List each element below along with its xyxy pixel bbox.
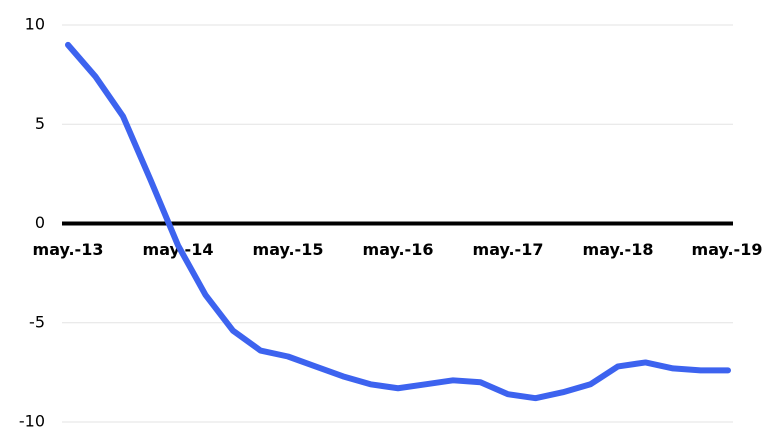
y-tick-label: 0: [35, 213, 45, 232]
x-tick-label: may.-18: [583, 240, 654, 259]
y-tick-label: -10: [19, 412, 45, 431]
x-tick-label: may.-13: [33, 240, 104, 259]
y-tick-label: 10: [25, 15, 45, 34]
x-tick-label: may.-16: [363, 240, 434, 259]
x-tick-label: may.-17: [473, 240, 544, 259]
y-tick-label: -5: [29, 312, 45, 331]
x-tick-label: may.-15: [253, 240, 324, 259]
x-tick-label: may.-19: [692, 240, 763, 259]
data-line: [65, 41, 731, 402]
y-tick-label: 5: [35, 114, 45, 133]
